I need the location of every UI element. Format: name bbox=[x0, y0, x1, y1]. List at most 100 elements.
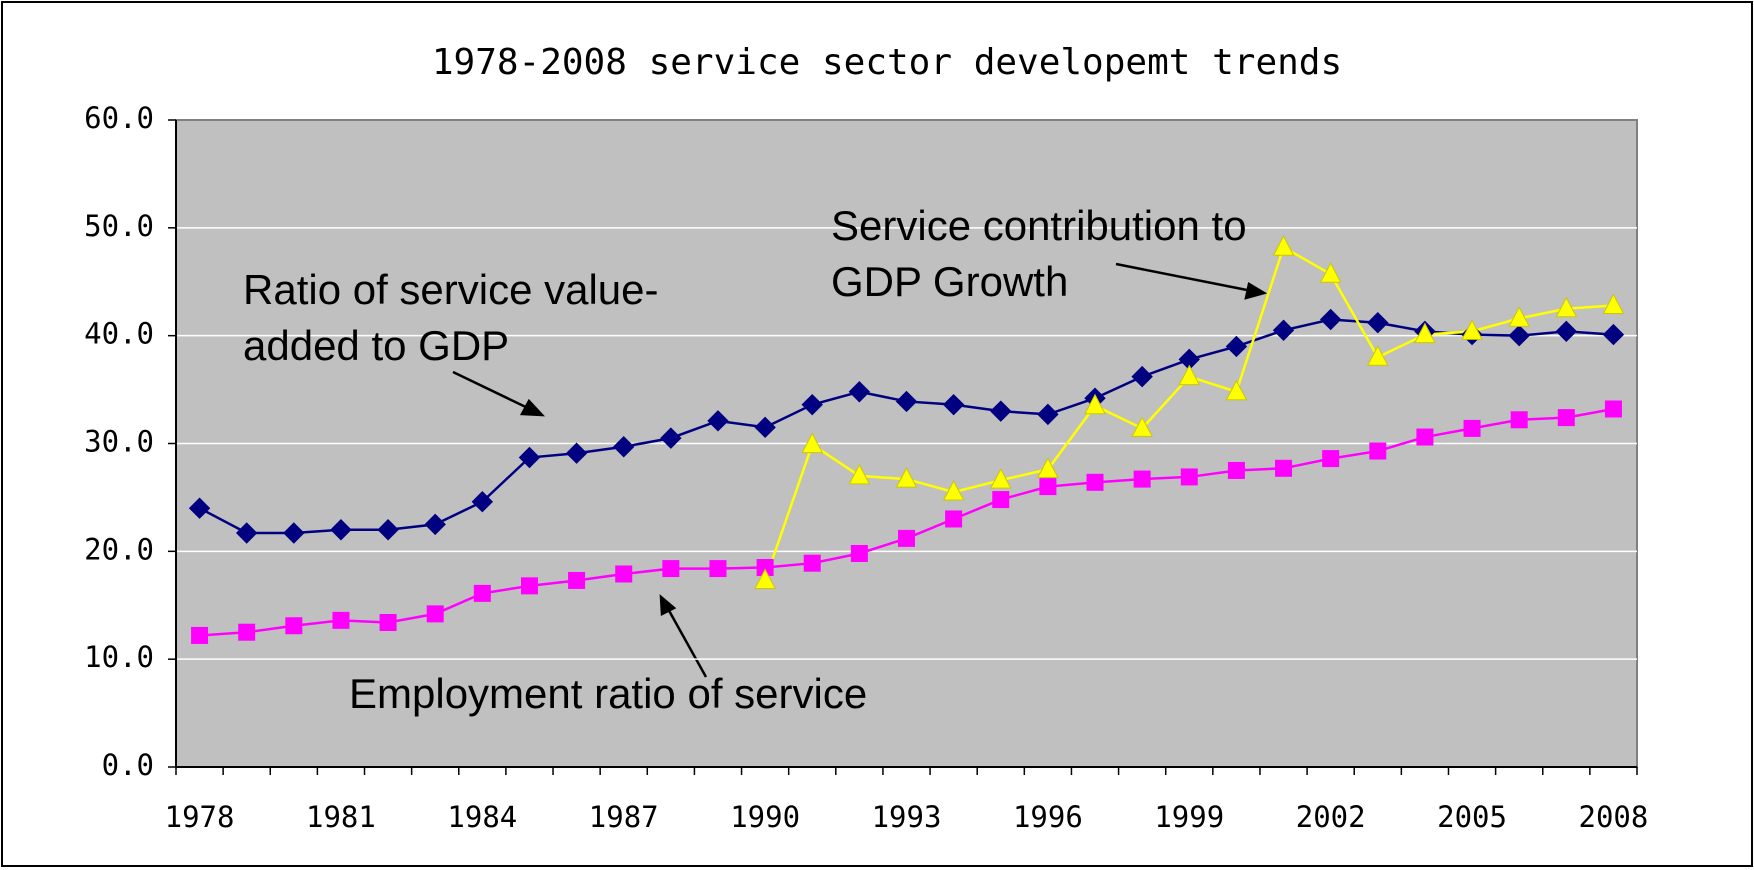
x-tick-label: 2008 bbox=[1579, 800, 1649, 834]
marker bbox=[1602, 323, 1625, 346]
arrows bbox=[452, 262, 1268, 678]
marker bbox=[1322, 450, 1340, 468]
marker bbox=[660, 427, 682, 449]
marker bbox=[662, 560, 680, 578]
x-tick-label: 1999 bbox=[1154, 800, 1224, 834]
y-tick-label: 40.0 bbox=[84, 317, 154, 351]
marker bbox=[565, 442, 588, 464]
y-tick-label: 50.0 bbox=[84, 209, 154, 243]
marker bbox=[1366, 345, 1389, 366]
annotation: Service contribution to bbox=[831, 202, 1247, 249]
marker bbox=[332, 611, 350, 629]
marker bbox=[568, 571, 586, 589]
marker bbox=[1227, 461, 1245, 479]
marker bbox=[1131, 365, 1153, 388]
marker bbox=[1463, 419, 1481, 437]
marker bbox=[707, 410, 729, 432]
marker bbox=[283, 522, 305, 544]
marker bbox=[285, 617, 303, 635]
marker bbox=[330, 519, 352, 541]
marker bbox=[990, 400, 1012, 422]
marker bbox=[1319, 308, 1342, 331]
marker bbox=[1602, 293, 1625, 314]
marker bbox=[945, 510, 963, 528]
marker bbox=[754, 568, 776, 589]
marker bbox=[235, 522, 258, 544]
marker bbox=[426, 605, 444, 623]
marker bbox=[895, 467, 918, 488]
marker bbox=[848, 381, 871, 403]
chart-title: 1978-2008 service sector developemt tren… bbox=[432, 42, 1342, 83]
marker bbox=[1131, 416, 1153, 437]
arrow bbox=[665, 606, 708, 678]
marker bbox=[803, 554, 821, 572]
x-tick-label: 1996 bbox=[1013, 800, 1083, 834]
marker bbox=[1369, 442, 1387, 460]
y-tick-label: 60.0 bbox=[84, 101, 154, 135]
x-tick-label: 1981 bbox=[306, 800, 376, 834]
marker bbox=[1557, 409, 1575, 427]
y-tick-label: 10.0 bbox=[84, 640, 154, 674]
marker bbox=[1180, 468, 1198, 486]
marker bbox=[1225, 335, 1248, 358]
marker bbox=[848, 463, 871, 485]
marker bbox=[1225, 379, 1248, 401]
marker bbox=[1133, 470, 1151, 488]
marker bbox=[942, 393, 965, 416]
marker bbox=[238, 623, 256, 641]
marker bbox=[989, 468, 1012, 489]
marker bbox=[471, 491, 494, 513]
marker bbox=[615, 565, 633, 583]
x-tick-label: 1978 bbox=[165, 800, 235, 834]
marker bbox=[898, 529, 915, 547]
annotation: added to GDP bbox=[243, 322, 509, 369]
marker bbox=[520, 577, 538, 595]
marker bbox=[1461, 319, 1483, 340]
marker bbox=[473, 584, 491, 602]
marker bbox=[754, 416, 776, 439]
x-tick-label: 2002 bbox=[1296, 800, 1366, 834]
arrow-head bbox=[1244, 282, 1268, 300]
y-tick-label: 0.0 bbox=[102, 748, 154, 782]
x-tick-label: 1990 bbox=[730, 800, 800, 834]
arrow bbox=[1115, 262, 1253, 293]
marker bbox=[992, 491, 1010, 509]
annotation: Ratio of service value- bbox=[243, 266, 659, 313]
marker bbox=[1367, 312, 1389, 334]
y-tick-label: 30.0 bbox=[84, 425, 154, 459]
marker bbox=[1508, 324, 1530, 347]
marker bbox=[1555, 296, 1578, 318]
x-tick-label: 1984 bbox=[447, 800, 517, 834]
marker bbox=[1414, 322, 1436, 344]
marker bbox=[801, 393, 823, 416]
marker bbox=[1037, 457, 1059, 478]
marker bbox=[424, 513, 446, 536]
marker bbox=[850, 544, 868, 562]
marker bbox=[1272, 319, 1295, 341]
arrow-head bbox=[519, 398, 546, 417]
marker bbox=[188, 497, 211, 519]
marker bbox=[379, 614, 397, 632]
y-tick-label: 20.0 bbox=[84, 532, 154, 566]
x-tick-label: 1993 bbox=[872, 800, 942, 834]
marker bbox=[801, 432, 824, 454]
marker bbox=[1319, 262, 1342, 283]
arrow bbox=[452, 370, 533, 412]
marker bbox=[1555, 320, 1578, 343]
annotation: Employment ratio of service bbox=[349, 670, 867, 717]
marker bbox=[1510, 411, 1528, 429]
marker bbox=[895, 390, 918, 413]
x-tick-label: 1987 bbox=[589, 800, 659, 834]
marker bbox=[1084, 393, 1106, 415]
marker bbox=[942, 479, 965, 501]
marker bbox=[1508, 306, 1531, 327]
x-tick-label: 2005 bbox=[1437, 800, 1507, 834]
marker bbox=[1604, 400, 1622, 418]
marker bbox=[377, 519, 399, 541]
marker bbox=[518, 446, 541, 469]
marker bbox=[1037, 403, 1059, 426]
marker bbox=[1275, 459, 1293, 477]
marker bbox=[1272, 235, 1295, 256]
marker bbox=[1086, 473, 1104, 491]
